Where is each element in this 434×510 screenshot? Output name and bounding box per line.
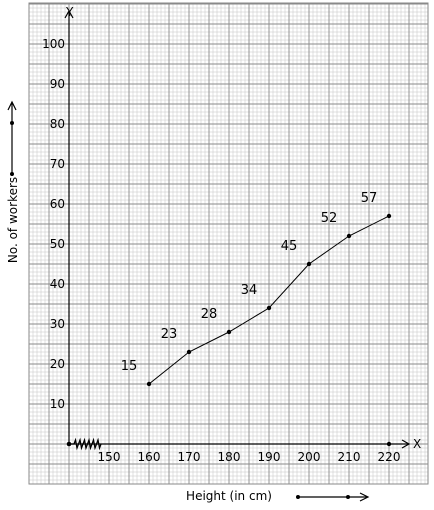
data-point [346,233,352,239]
x-tick-label: 150 [98,450,121,464]
y-tick-label: 10 [50,397,65,411]
major-gridlines [28,2,429,485]
origin-point [66,441,72,447]
y-tick-label: 60 [50,197,65,211]
x-tick-label: 210 [338,450,361,464]
x-tick-label: 160 [138,450,161,464]
scale-y-arrow-icon [7,100,17,111]
y-tick-labels: 10 20 30 40 50 60 70 80 90 100 [42,37,65,411]
data-point [386,213,392,219]
plot-border [28,2,429,485]
data-point [226,329,232,335]
axes: X Y [64,5,421,451]
y-tick-label: 90 [50,77,65,91]
x-tick-label: 190 [258,450,281,464]
axis-end-point [386,441,392,447]
scale-y-dot-end [10,172,14,176]
data-label: 28 [201,307,218,322]
x-tick-label: 200 [298,450,321,464]
data-point [266,305,272,311]
y-axis-letter: Y [65,5,74,19]
data-points [146,213,392,447]
data-label: 57 [361,191,378,206]
y-tick-label: 100 [42,37,65,51]
y-tick-label: 70 [50,157,65,171]
data-label: 45 [281,239,298,254]
y-tick-label: 20 [50,357,65,371]
scale-indicator-vertical [7,100,17,176]
axis-break-zigzag-icon [69,437,102,451]
x-axis-arrow-icon [401,439,411,449]
scale-x-dot-start [296,495,300,499]
x-tick-label: 180 [218,450,241,464]
scale-x-dot-end [346,495,350,499]
y-tick-label: 40 [50,277,65,291]
data-point [146,381,152,387]
data-point [306,261,312,267]
data-label: 23 [161,327,178,342]
x-tick-label: 220 [378,450,401,464]
data-label: 52 [321,211,338,226]
y-tick-label: 80 [50,117,65,131]
scale-x-arrow-icon [359,492,370,502]
data-point [186,349,192,355]
y-axis-arrow-icon [64,9,74,19]
x-tick-labels: 150 160 170 180 190 200 210 220 [98,450,401,464]
data-label: 34 [241,283,258,298]
y-tick-label: 50 [50,237,65,251]
x-axis-label: Height (in cm) [186,489,272,503]
x-tick-label: 170 [178,450,201,464]
y-axis-label: No. of workers [6,177,20,263]
scale-indicator-horizontal [296,492,370,502]
scale-y-dot-start [10,121,14,125]
data-label: 15 [121,359,138,374]
y-tick-label: 30 [50,317,65,331]
x-axis-letter: X [413,437,421,451]
data-labels: 15 23 28 34 45 52 57 [121,191,378,374]
